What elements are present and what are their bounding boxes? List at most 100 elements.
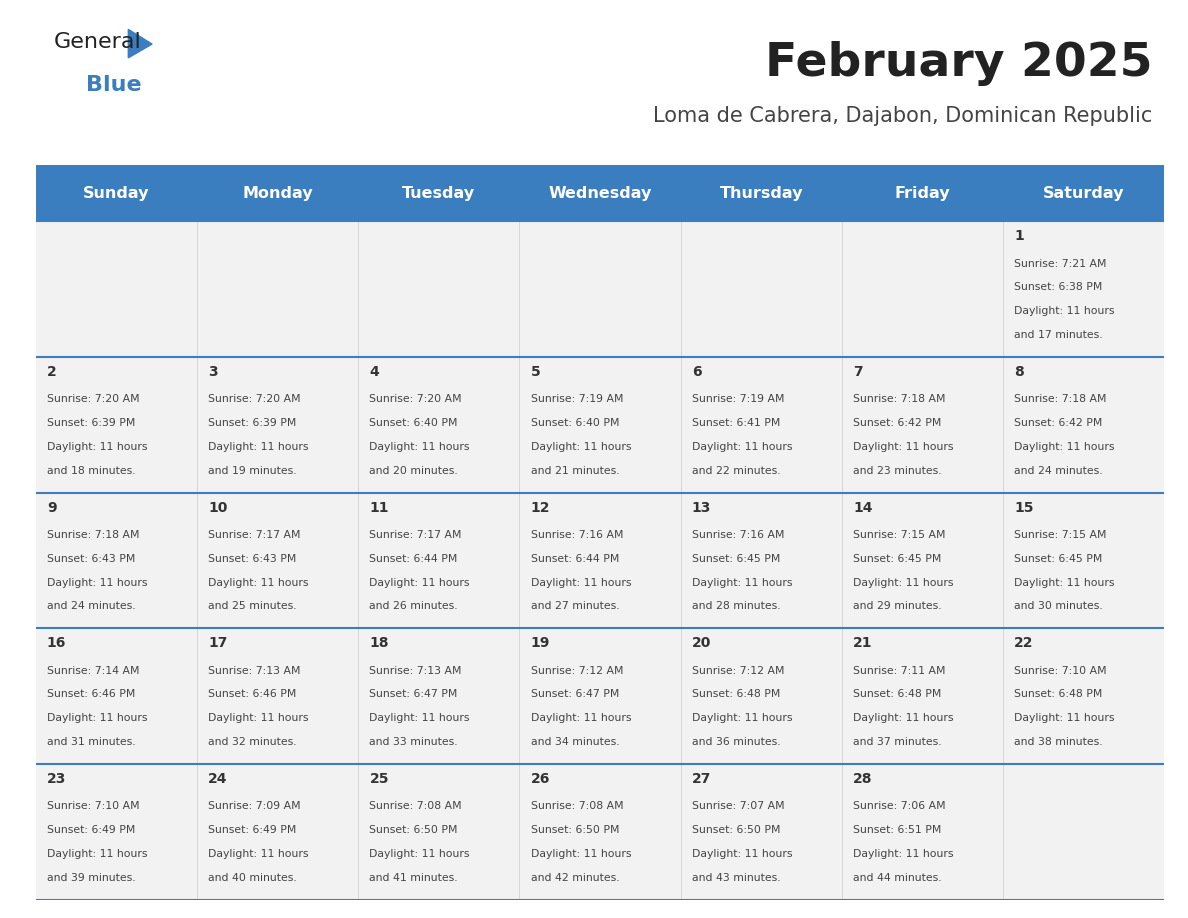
Text: Sunset: 6:51 PM: Sunset: 6:51 PM (853, 825, 941, 835)
Text: 7: 7 (853, 365, 862, 379)
Bar (36, 628, 1164, 764)
Text: and 39 minutes.: and 39 minutes. (48, 873, 135, 882)
Text: Daylight: 11 hours: Daylight: 11 hours (853, 713, 954, 723)
Text: 18: 18 (369, 636, 388, 650)
Text: 25: 25 (369, 772, 388, 786)
Text: and 23 minutes.: and 23 minutes. (853, 465, 942, 476)
Text: Sunrise: 7:06 AM: Sunrise: 7:06 AM (853, 801, 946, 812)
Text: 26: 26 (531, 772, 550, 786)
Text: Sunrise: 7:19 AM: Sunrise: 7:19 AM (531, 395, 624, 404)
Text: and 24 minutes.: and 24 minutes. (1015, 465, 1102, 476)
Text: Wednesday: Wednesday (548, 185, 652, 201)
Bar (36, 357, 1164, 493)
Text: Sunset: 6:44 PM: Sunset: 6:44 PM (531, 554, 619, 564)
Text: Daylight: 11 hours: Daylight: 11 hours (48, 849, 147, 859)
Text: Daylight: 11 hours: Daylight: 11 hours (691, 577, 792, 588)
Text: Sunset: 6:47 PM: Sunset: 6:47 PM (531, 689, 619, 700)
Text: Daylight: 11 hours: Daylight: 11 hours (208, 849, 309, 859)
Text: Sunrise: 7:13 AM: Sunrise: 7:13 AM (369, 666, 462, 676)
Text: and 28 minutes.: and 28 minutes. (691, 601, 781, 611)
Text: Sunrise: 7:10 AM: Sunrise: 7:10 AM (1015, 666, 1107, 676)
Text: Sunset: 6:50 PM: Sunset: 6:50 PM (531, 825, 619, 835)
Text: and 27 minutes.: and 27 minutes. (531, 601, 619, 611)
Text: Friday: Friday (895, 185, 950, 201)
Text: 4: 4 (369, 365, 379, 379)
Text: Sunrise: 7:20 AM: Sunrise: 7:20 AM (208, 395, 301, 404)
Text: Sunrise: 7:18 AM: Sunrise: 7:18 AM (1015, 395, 1107, 404)
Text: Daylight: 11 hours: Daylight: 11 hours (531, 849, 631, 859)
Text: 12: 12 (531, 500, 550, 515)
Text: Sunrise: 7:17 AM: Sunrise: 7:17 AM (208, 530, 301, 540)
Text: Sunrise: 7:21 AM: Sunrise: 7:21 AM (1015, 259, 1107, 269)
Text: Sunset: 6:45 PM: Sunset: 6:45 PM (1015, 554, 1102, 564)
Text: Daylight: 11 hours: Daylight: 11 hours (1015, 577, 1114, 588)
Text: Sunrise: 7:08 AM: Sunrise: 7:08 AM (369, 801, 462, 812)
Text: and 34 minutes.: and 34 minutes. (531, 737, 619, 747)
Text: and 24 minutes.: and 24 minutes. (48, 601, 135, 611)
Text: Sunrise: 7:20 AM: Sunrise: 7:20 AM (369, 395, 462, 404)
Text: Saturday: Saturday (1043, 185, 1124, 201)
Bar (36, 221, 1164, 357)
Text: Sunrise: 7:15 AM: Sunrise: 7:15 AM (853, 530, 946, 540)
Text: 6: 6 (691, 365, 701, 379)
Text: 2: 2 (48, 365, 57, 379)
Text: Sunrise: 7:16 AM: Sunrise: 7:16 AM (691, 530, 784, 540)
Text: Sunrise: 7:19 AM: Sunrise: 7:19 AM (691, 395, 784, 404)
Text: 1: 1 (1015, 230, 1024, 243)
Text: Daylight: 11 hours: Daylight: 11 hours (208, 713, 309, 723)
Text: and 37 minutes.: and 37 minutes. (853, 737, 942, 747)
Text: Sunset: 6:50 PM: Sunset: 6:50 PM (369, 825, 457, 835)
Text: Daylight: 11 hours: Daylight: 11 hours (691, 849, 792, 859)
Text: Daylight: 11 hours: Daylight: 11 hours (369, 849, 470, 859)
Text: 10: 10 (208, 500, 228, 515)
Text: and 25 minutes.: and 25 minutes. (208, 601, 297, 611)
Text: Sunset: 6:46 PM: Sunset: 6:46 PM (208, 689, 297, 700)
Text: Sunset: 6:44 PM: Sunset: 6:44 PM (369, 554, 457, 564)
Text: Sunset: 6:47 PM: Sunset: 6:47 PM (369, 689, 457, 700)
Text: 23: 23 (48, 772, 67, 786)
Text: 28: 28 (853, 772, 872, 786)
Text: Tuesday: Tuesday (403, 185, 475, 201)
Bar (36, 165, 1164, 221)
Text: 19: 19 (531, 636, 550, 650)
Text: Daylight: 11 hours: Daylight: 11 hours (853, 442, 954, 452)
Bar (36, 493, 1164, 628)
Text: February 2025: February 2025 (765, 41, 1152, 86)
Text: 8: 8 (1015, 365, 1024, 379)
Text: Daylight: 11 hours: Daylight: 11 hours (691, 713, 792, 723)
Text: Sunset: 6:43 PM: Sunset: 6:43 PM (208, 554, 297, 564)
Text: Sunset: 6:38 PM: Sunset: 6:38 PM (1015, 283, 1102, 293)
Text: and 26 minutes.: and 26 minutes. (369, 601, 459, 611)
Text: Sunset: 6:40 PM: Sunset: 6:40 PM (531, 418, 619, 428)
Text: Sunset: 6:49 PM: Sunset: 6:49 PM (48, 825, 135, 835)
Bar (36, 764, 1164, 900)
Text: 22: 22 (1015, 636, 1034, 650)
Text: Sunrise: 7:16 AM: Sunrise: 7:16 AM (531, 530, 624, 540)
Text: Daylight: 11 hours: Daylight: 11 hours (208, 442, 309, 452)
Text: 21: 21 (853, 636, 872, 650)
Text: and 20 minutes.: and 20 minutes. (369, 465, 459, 476)
Text: and 29 minutes.: and 29 minutes. (853, 601, 942, 611)
Text: Sunrise: 7:12 AM: Sunrise: 7:12 AM (531, 666, 624, 676)
Text: Daylight: 11 hours: Daylight: 11 hours (531, 713, 631, 723)
Text: Daylight: 11 hours: Daylight: 11 hours (1015, 713, 1114, 723)
Text: and 40 minutes.: and 40 minutes. (208, 873, 297, 882)
Text: Sunrise: 7:14 AM: Sunrise: 7:14 AM (48, 666, 139, 676)
Text: Sunrise: 7:17 AM: Sunrise: 7:17 AM (369, 530, 462, 540)
Text: 16: 16 (48, 636, 67, 650)
Text: Daylight: 11 hours: Daylight: 11 hours (691, 442, 792, 452)
Text: and 42 minutes.: and 42 minutes. (531, 873, 619, 882)
Text: Sunset: 6:42 PM: Sunset: 6:42 PM (853, 418, 941, 428)
Text: Sunday: Sunday (83, 185, 150, 201)
Text: Sunrise: 7:09 AM: Sunrise: 7:09 AM (208, 801, 301, 812)
Text: and 21 minutes.: and 21 minutes. (531, 465, 619, 476)
Text: and 31 minutes.: and 31 minutes. (48, 737, 135, 747)
Text: 15: 15 (1015, 500, 1034, 515)
Text: Sunset: 6:39 PM: Sunset: 6:39 PM (48, 418, 135, 428)
Text: and 38 minutes.: and 38 minutes. (1015, 737, 1102, 747)
Text: 3: 3 (208, 365, 217, 379)
Text: and 17 minutes.: and 17 minutes. (1015, 330, 1102, 340)
Text: 20: 20 (691, 636, 712, 650)
Text: Daylight: 11 hours: Daylight: 11 hours (853, 577, 954, 588)
Text: General: General (53, 32, 141, 52)
